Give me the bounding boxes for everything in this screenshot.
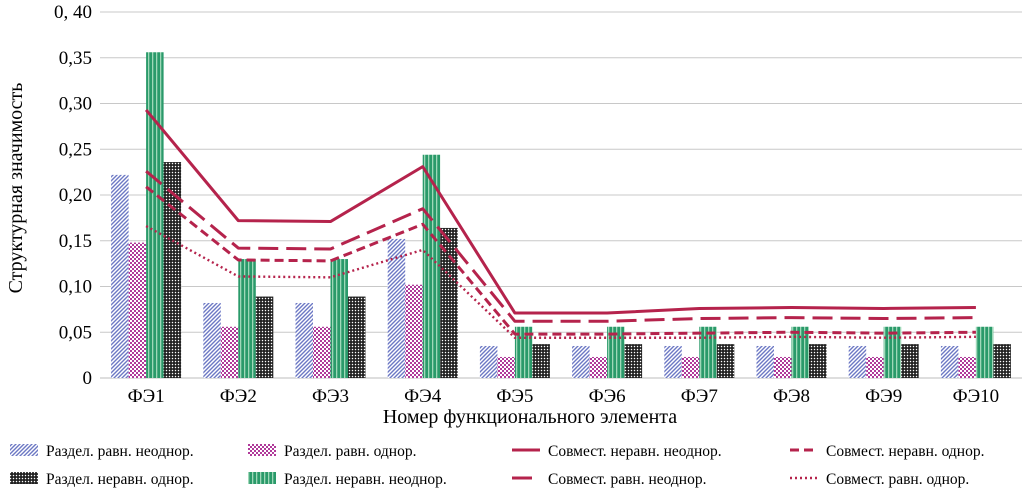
bar-series-4-ФЭ7 (716, 344, 735, 378)
line-series-4 (145, 225, 976, 339)
x-tick-label: ФЭ7 (681, 386, 718, 407)
y-tick-label: 0,15 (59, 231, 92, 252)
line-series-1 (144, 108, 976, 315)
bar-series-2-ФЭ1 (128, 242, 147, 378)
bar-series-4-ФЭ10 (993, 344, 1011, 378)
bar-series-3-ФЭ9 (883, 326, 902, 378)
legend-swatch (248, 444, 276, 456)
y-tick-label: 0,35 (59, 48, 92, 69)
legend-label: Раздел. равн. неоднор. (46, 443, 194, 460)
bar-series-1-ФЭ9 (848, 345, 867, 378)
legend: Раздел. равн. неоднор. Раздел. равн. одно… (10, 443, 984, 488)
legend-label: Совмест. неравн. неоднор. (548, 443, 722, 460)
y-tick-label: 0,30 (59, 94, 92, 115)
lines-layer (144, 108, 976, 339)
legend-label: Раздел. равн. однор. (284, 443, 416, 460)
bar-series-1-ФЭ7 (664, 345, 682, 378)
bar-series-1-ФЭ4 (387, 238, 406, 378)
bar-series-4-ФЭ4 (440, 227, 458, 378)
x-tick-label: ФЭ5 (496, 386, 533, 407)
x-tick-label: ФЭ1 (128, 386, 165, 407)
x-tick-label: ФЭ10 (953, 386, 1000, 407)
line-series-2 (145, 185, 976, 336)
line-series-3 (145, 170, 976, 323)
bar-series-4-ФЭ6 (624, 344, 643, 378)
bars-layer (111, 52, 1011, 378)
bar-series-2-ФЭ2 (220, 326, 239, 378)
x-tick-label: ФЭ3 (312, 386, 349, 407)
legend-label: Совмест. неравн. однор. (826, 443, 984, 460)
bar-series-3-ФЭ5 (514, 326, 533, 378)
y-axis-title: Структурная значимость (5, 83, 27, 294)
y-tick-label: 0,20 (59, 185, 92, 206)
bar-series-1-ФЭ5 (479, 345, 498, 378)
x-tick-label: ФЭ2 (220, 386, 257, 407)
bar-series-4-ФЭ2 (255, 296, 274, 378)
y-tick-label: 0,10 (59, 277, 92, 298)
x-tick-label: ФЭ4 (404, 386, 442, 407)
legend-label: Раздел. неравн. однор. (46, 471, 194, 488)
y-tick-label: 0 (83, 368, 93, 389)
bar-series-3-ФЭ1 (146, 52, 164, 378)
bar-series-3-ФЭ3 (330, 259, 348, 378)
bar-series-1-ФЭ10 (940, 345, 959, 378)
bar-series-3-ФЭ4 (422, 154, 441, 378)
bar-series-2-ФЭ5 (497, 356, 515, 378)
bar-series-4-ФЭ9 (901, 344, 919, 378)
legend-label: Совмест. равн. однор. (826, 471, 969, 488)
x-tick-label: ФЭ9 (865, 386, 902, 407)
bar-series-3-ФЭ8 (791, 326, 809, 378)
legend-swatch (10, 444, 38, 456)
bar-series-2-ФЭ7 (681, 356, 700, 378)
y-tick-label: 0,25 (59, 139, 92, 160)
bar-series-4-ФЭ1 (163, 162, 182, 378)
bar-series-2-ФЭ4 (405, 284, 423, 378)
bar-series-1-ФЭ1 (111, 174, 129, 378)
bar-series-3-ФЭ6 (607, 326, 625, 378)
bar-series-2-ФЭ10 (958, 356, 976, 378)
bar-series-1-ФЭ2 (203, 302, 221, 378)
bar-series-1-ФЭ6 (572, 345, 590, 378)
bar-series-3-ФЭ7 (699, 326, 717, 378)
bar-series-2-ФЭ9 (866, 356, 884, 378)
x-tick-label: ФЭ6 (589, 386, 626, 407)
bar-series-4-ФЭ8 (809, 344, 827, 378)
legend-swatch (248, 472, 276, 484)
x-axis-title: Номер функционального элемента (383, 406, 677, 428)
legend-label: Раздел. неравн. неоднор. (284, 471, 447, 488)
legend-swatch (10, 472, 38, 484)
bar-series-1-ФЭ8 (756, 345, 774, 378)
bar-series-2-ФЭ8 (774, 356, 792, 378)
bar-series-2-ФЭ3 (313, 326, 331, 378)
y-tick-label: 0,05 (59, 322, 92, 343)
bar-series-4-ФЭ3 (348, 296, 366, 378)
bar-series-3-ФЭ2 (238, 259, 256, 378)
legend-label: Совмест. равн. неоднор. (548, 471, 706, 488)
bar-series-3-ФЭ10 (975, 326, 994, 378)
ticks-layer: 0 0,05 0,10 0,15 0,20 0,25 0,30 0,35 0, 40 ФЭ1 ФЭ2… (54, 2, 999, 407)
bar-series-4-ФЭ5 (532, 344, 550, 378)
bar-series-2-ФЭ6 (589, 356, 608, 378)
x-tick-label: ФЭ8 (773, 386, 810, 407)
y-tick-label: 0, 40 (54, 2, 92, 23)
bar-series-1-ФЭ3 (295, 302, 313, 378)
